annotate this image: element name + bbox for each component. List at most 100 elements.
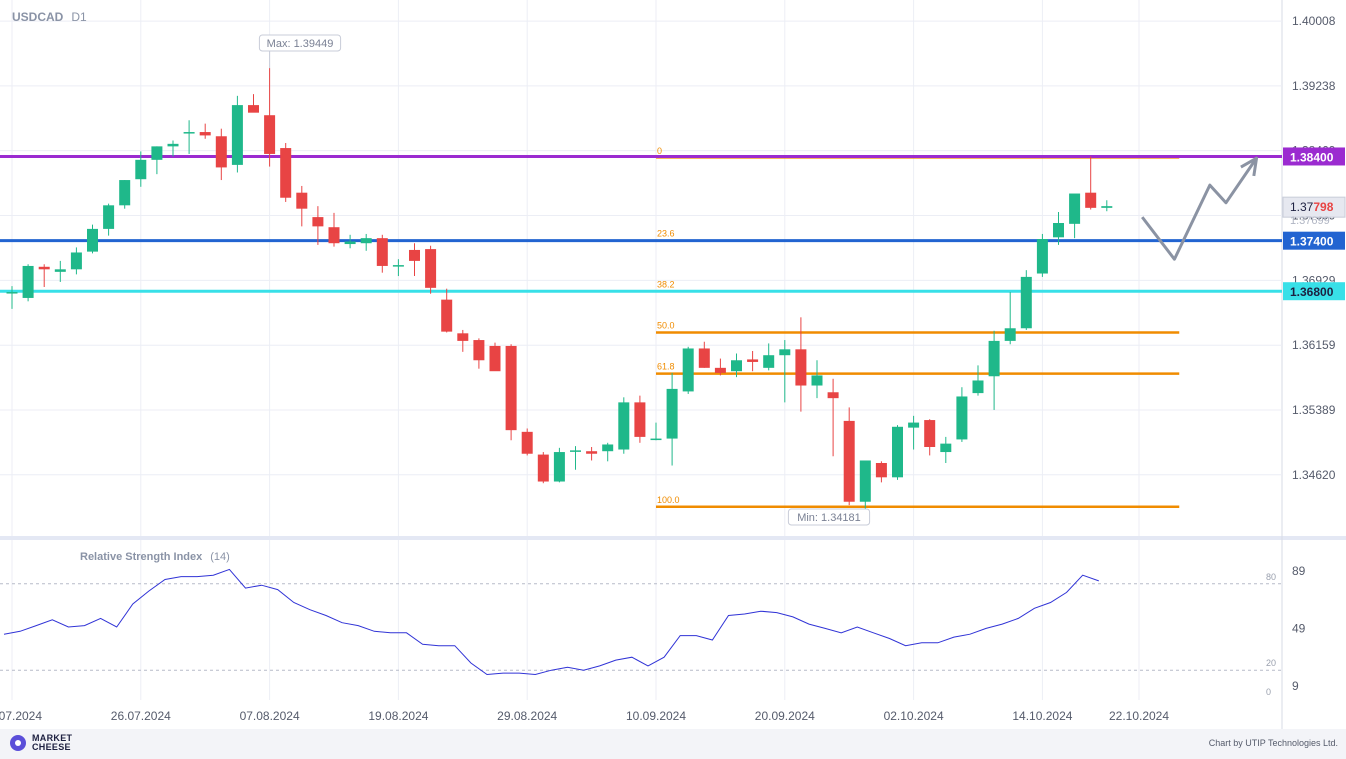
candle [167,140,179,157]
candle [714,358,726,376]
logo-line-2: CHEESE [32,742,71,752]
candle-body [87,228,98,252]
candle-body [859,460,871,502]
candle-body [489,345,501,372]
time-tick-label: 02.10.2024 [884,709,944,723]
candle [38,264,50,287]
candle [988,330,1000,410]
candle-body [54,269,66,272]
candle [441,288,453,333]
time-tick-label: 22.10.2024 [1109,709,1169,723]
candle [553,447,565,483]
time-tick-label: 14.10.2024 [1012,709,1072,723]
candle [183,120,195,154]
candle-body [779,349,791,356]
rsi-param: (14) [210,551,230,563]
candle [682,346,694,394]
candle [425,245,437,294]
candle [376,234,388,273]
candle [296,185,308,227]
candle [586,447,598,461]
candle [119,180,131,209]
candle [875,461,887,483]
candle [650,422,662,441]
candle [602,442,614,462]
candle [859,460,871,512]
candle-body [875,463,887,478]
price-level-value: 1.37400 [1290,235,1334,249]
candle-body [38,266,50,270]
rsi-name: Relative Strength Index [80,551,203,563]
candle-body [586,451,598,454]
candle [280,143,292,202]
candle-body [827,392,839,399]
candle-body [264,115,276,154]
candle-body [795,349,807,386]
rsi-tick-label: 49 [1292,621,1306,635]
current-price-under: 1.37699 [1290,215,1330,227]
candle-body [199,132,211,136]
candle-body [731,360,742,372]
candle [1085,156,1097,210]
candle [231,95,243,173]
rsi-ref-label: 20 [1266,658,1276,668]
candle [505,344,517,441]
candle [940,436,952,463]
candle [570,446,581,470]
candle-body [650,438,662,441]
candle [521,428,533,456]
candle-body [151,146,163,160]
candle-body [714,367,726,373]
logo-icon [10,735,26,751]
candle [473,338,485,369]
forecast-arrowhead [1240,156,1259,177]
candle-body [296,192,308,209]
candle-body [811,375,823,386]
candle-body [747,359,759,362]
symbol-name: USDCAD [12,10,64,24]
fib-level-label: 100.0 [657,495,680,505]
candle [972,365,984,396]
price-level-tag [1283,147,1345,166]
candle [87,224,98,254]
candle [956,387,968,442]
symbol-label: USDCAD D1 [12,10,87,24]
candle-body [360,238,372,244]
candle-body [1036,239,1048,274]
candle [924,419,936,456]
candle [103,203,115,236]
candle [1053,212,1064,245]
candle [1069,193,1081,239]
candle-body [1069,193,1081,224]
candle-body [988,340,1000,377]
candle-body [344,241,356,245]
candle-body [457,333,469,341]
candle [312,206,324,245]
candle [698,341,710,368]
max-label: Max: 1.39449 [267,38,334,50]
candle-body [940,443,952,453]
fib-level-label: 61.8 [657,362,675,372]
logo-line-1: MARKET [32,733,73,743]
price-level-tag [1283,231,1345,250]
max-label-box [258,34,342,52]
fib-level-label: 38.2 [657,279,675,289]
rsi-tick-label: 9 [1292,679,1299,693]
candle [731,353,742,378]
min-label-box [787,508,871,526]
candle [763,343,775,371]
candle-body [119,180,131,206]
time-tick-label: 10.09.2024 [626,709,686,723]
candle-body [1020,276,1032,329]
market-cheese-logo: MARKET CHEESE [8,734,72,752]
min-label: Min: 1.34181 [797,512,861,524]
candle [811,360,823,399]
candle-body [602,444,614,452]
candle [392,259,404,277]
rsi-ref-label: 0 [1266,687,1271,697]
rsi-line [3,568,1099,676]
price-tick-label: 1.36159 [1292,338,1336,352]
candle-body [924,420,936,447]
candle [344,234,356,249]
